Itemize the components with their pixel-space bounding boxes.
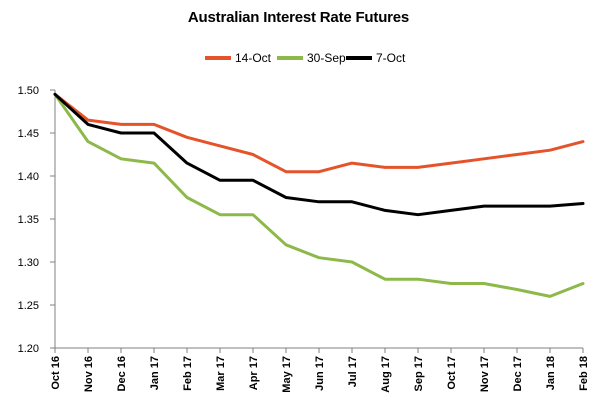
legend-label-7-oct: 7-Oct [376, 51, 406, 65]
x-tick-label: Sep 17 [413, 356, 425, 391]
series-line-7-oct [53, 92, 585, 217]
legend-swatch-30-sep [277, 56, 303, 60]
x-tick-label: Jun 17 [314, 356, 326, 391]
x-tick-label: Mar 17 [215, 356, 227, 391]
x-tick-label: Jan 17 [149, 356, 161, 390]
legend-swatch-7-oct [346, 56, 372, 60]
legend: 14-Oct 30-Sep 7-Oct [0, 49, 597, 67]
y-tick-label: 1.50 [18, 85, 39, 97]
x-tick-label: May 17 [281, 356, 293, 393]
series-line-14-oct [53, 92, 585, 174]
x-tick-label: Jul 17 [347, 356, 359, 387]
y-tick-label: 1.45 [18, 128, 39, 140]
legend-label-30-sep: 30-Sep [307, 51, 346, 65]
legend-item-14-oct: 14-Oct [205, 49, 271, 67]
series-line-30-sep [53, 92, 585, 298]
chart-title: Australian Interest Rate Futures [187, 9, 410, 26]
x-tick-label: Apr 17 [248, 356, 260, 390]
x-tick-label: Oct 16 [50, 356, 62, 390]
x-tick-label: Jan 18 [545, 356, 557, 390]
x-tick-label: Aug 17 [380, 356, 392, 393]
x-tick-label: Dec 16 [116, 356, 128, 391]
x-tick-label: Dec 17 [512, 356, 524, 391]
x-tick-label: Nov 16 [83, 356, 95, 392]
legend-item-30-sep: 30-Sep [277, 49, 346, 67]
x-tick-label: Feb 17 [182, 356, 194, 391]
y-tick-label: 1.40 [18, 171, 39, 183]
x-tick-label: Oct 17 [446, 356, 458, 390]
y-tick-label: 1.30 [18, 257, 39, 269]
x-tick-label: Feb 18 [578, 356, 590, 391]
y-tick-label: 1.35 [18, 214, 39, 226]
legend-item-7-oct: 7-Oct [346, 49, 405, 67]
legend-swatch-14-oct [205, 56, 231, 60]
y-tick-label: 1.20 [18, 343, 39, 355]
y-tick-label: 1.25 [18, 300, 39, 312]
x-tick-label: Nov 17 [479, 356, 491, 392]
legend-label-14-oct: 14-Oct [235, 51, 272, 65]
